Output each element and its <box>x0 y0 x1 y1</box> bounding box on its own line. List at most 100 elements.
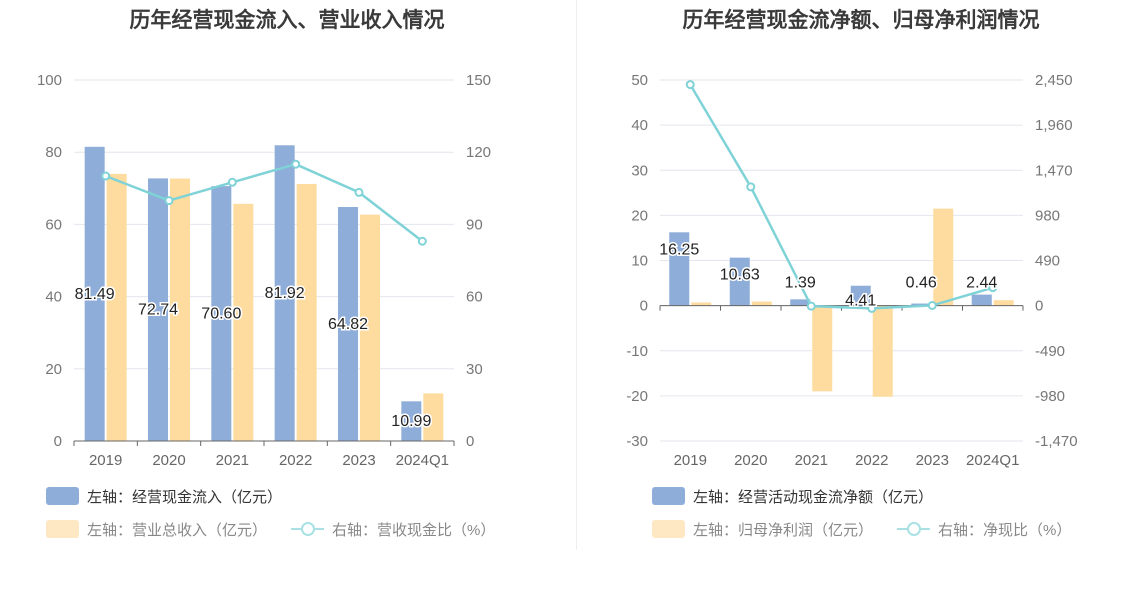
legend-item-series-3[interactable]: 右轴：营收现金比（%） <box>291 519 495 540</box>
y-tick-label-right: -490 <box>1035 343 1065 360</box>
line-point <box>988 283 998 293</box>
y-tick-label-left: 20 <box>631 207 648 224</box>
legend-item-series-1[interactable]: 左轴：经营现金流入（亿元） <box>46 486 282 507</box>
legend-item-series-1[interactable]: 左轴：经营活动现金流净额（亿元） <box>652 486 933 507</box>
bar-primary <box>669 232 690 306</box>
y-tick-label-right: 980 <box>1035 207 1060 224</box>
bar-primary <box>401 401 422 441</box>
bar-primary <box>850 285 871 306</box>
y-tick-label-left: 10 <box>631 253 648 270</box>
chart-panel-right: 历年经营现金流净额、归母净利润情况 -30 -1,470 -20 -980 -10 -49… <box>574 0 1148 589</box>
legend-swatch <box>652 520 685 538</box>
bar-secondary <box>933 208 954 306</box>
x-tick-label: 2023 <box>342 452 375 469</box>
bar-primary <box>274 145 295 441</box>
bar-secondary <box>233 203 254 441</box>
bar-secondary <box>360 214 380 441</box>
line-point <box>746 182 756 192</box>
x-tick-label: 2023 <box>916 452 949 469</box>
legend-label: 右轴：净现比（%） <box>938 521 1072 539</box>
x-tick-label: 2021 <box>216 452 249 469</box>
bar-primary <box>211 186 232 441</box>
y-tick-label-right: 30 <box>466 361 483 378</box>
legend-swatch <box>46 520 79 538</box>
line-point <box>417 236 427 246</box>
series-line <box>105 162 424 243</box>
y-tick-label-right: 1,470 <box>1035 162 1073 179</box>
x-tick-label: 2020 <box>152 452 185 469</box>
data-label: 1.39 <box>785 275 816 292</box>
y-tick-label-left: -10 <box>626 343 648 360</box>
x-tick-label: 2021 <box>795 452 828 469</box>
y-tick-label-left: 30 <box>631 162 648 179</box>
legend-label: 右轴：营收现金比（%） <box>332 521 496 539</box>
line-point <box>291 159 301 169</box>
bar-primary <box>971 294 992 306</box>
series-line <box>689 83 994 310</box>
legend-swatch <box>46 487 79 505</box>
y-tick-label-right: -980 <box>1035 388 1065 405</box>
data-label: 64.82 <box>328 316 368 333</box>
data-label: 70.60 <box>201 306 241 323</box>
bar-primary <box>729 257 750 306</box>
legend-label: 左轴：营业总收入（亿元） <box>87 521 268 539</box>
x-tick-label: 2024Q1 <box>396 452 449 469</box>
bar-primary <box>790 299 811 306</box>
data-label: 4.41 <box>845 293 876 310</box>
x-tick-label: 2022 <box>855 452 888 469</box>
data-label: 81.49 <box>75 286 115 303</box>
bar-primary <box>338 206 358 441</box>
y-tick-label-left: 40 <box>631 117 648 134</box>
bar-secondary <box>993 300 1014 306</box>
y-tick-label-right: 2,450 <box>1035 72 1073 89</box>
y-tick-label-right: 90 <box>466 216 483 233</box>
x-tick-label: 2019 <box>674 452 707 469</box>
bar-primary <box>911 303 932 306</box>
legend-swatch <box>652 487 685 505</box>
chart-title: 历年经营现金流净额、归母净利润情况 <box>682 9 1040 32</box>
y-tick-label-left: 50 <box>631 72 648 89</box>
bar-primary <box>84 146 105 441</box>
chart-panel-left: 历年经营现金流入、营业收入情况 0 0 20 30 40 60 60 90 80 120 100 15… <box>37 9 495 540</box>
y-tick-label-left: -30 <box>626 433 648 450</box>
line-point <box>164 196 174 206</box>
line-point <box>685 80 695 90</box>
data-label: 16.25 <box>659 241 699 258</box>
chart-plot: 0 0 20 30 40 60 60 90 80 120 100 150 2019 2020 2021 202… <box>37 72 491 469</box>
y-tick-label-right: 0 <box>466 433 474 450</box>
y-tick-label-right: 150 <box>466 72 491 89</box>
bar-secondary <box>296 183 317 441</box>
data-label: 10.99 <box>391 413 431 430</box>
line-point <box>227 177 237 187</box>
legend-item-series-2[interactable]: 左轴：营业总收入（亿元） <box>46 519 267 540</box>
bar-secondary <box>872 305 893 397</box>
bar-secondary <box>691 302 712 306</box>
bar-primary <box>148 178 168 441</box>
data-label: 2.44 <box>966 275 997 292</box>
data-label: 10.63 <box>720 267 760 284</box>
x-tick-label: 2020 <box>734 452 767 469</box>
data-label: 0.46 <box>906 275 937 292</box>
panel-divider <box>576 0 577 550</box>
legend-line-icon <box>291 520 325 538</box>
line-point <box>927 300 937 310</box>
legend-label: 左轴：经营现金流入（亿元） <box>87 488 283 506</box>
y-tick-label-right: 490 <box>1035 253 1060 270</box>
data-label: 81.92 <box>265 285 305 302</box>
line-point <box>806 301 816 311</box>
y-tick-label-left: 20 <box>45 361 62 378</box>
y-tick-label-left: -20 <box>626 388 648 405</box>
x-tick-label: 2024Q1 <box>966 452 1019 469</box>
legend-item-series-3[interactable]: 右轴：净现比（%） <box>897 519 1071 540</box>
y-tick-label-right: 0 <box>1035 298 1043 315</box>
legend-label: 左轴：归母净利润（亿元） <box>693 521 874 539</box>
legend-item-series-2[interactable]: 左轴：归母净利润（亿元） <box>652 519 873 540</box>
legend-label: 左轴：经营活动现金流净额（亿元） <box>693 488 934 506</box>
y-tick-label-left: 0 <box>54 433 62 450</box>
y-tick-label-right: 120 <box>466 144 491 161</box>
line-point <box>867 303 877 313</box>
chart-title: 历年经营现金流入、营业收入情况 <box>129 9 445 32</box>
line-point <box>101 171 111 181</box>
bar-secondary <box>423 393 444 441</box>
y-tick-label-left: 100 <box>37 72 62 89</box>
